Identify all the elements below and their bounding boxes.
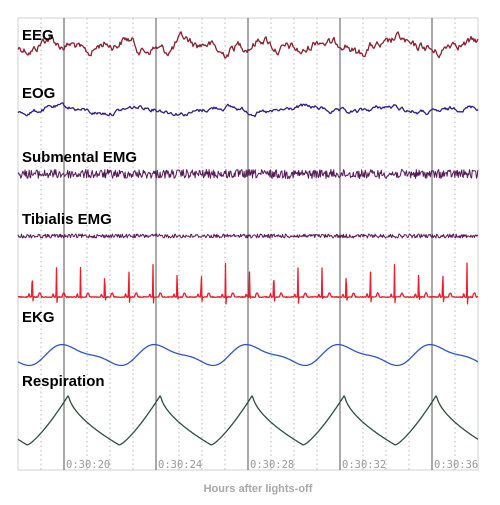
channel-label: Submental EMG xyxy=(22,149,137,166)
channel-label: EEG xyxy=(22,27,54,44)
time-axis: 0:30:20 0:30:24 0:30:28 0:30:32 0:30:36 xyxy=(66,459,478,471)
channel-label: EOG xyxy=(22,85,55,102)
tick-label: 0:30:28 xyxy=(250,459,294,471)
tick-label: 0:30:24 xyxy=(158,459,202,471)
signal-trace xyxy=(17,395,479,446)
x-axis-label: Hours after lights-off xyxy=(204,483,313,495)
grid-lines xyxy=(17,17,479,471)
signal-trace xyxy=(17,343,479,367)
tick-label: 0:30:32 xyxy=(342,459,386,471)
channel-label: EKG xyxy=(22,309,55,326)
channel-label: Respiration xyxy=(22,373,105,390)
signal-trace xyxy=(17,233,479,239)
tick-label: 0:30:36 xyxy=(434,459,478,471)
channel-labels: EEG EOG Submental EMG Tibialis EMG EKG Respir… xyxy=(22,27,137,390)
signal-trace xyxy=(17,262,479,305)
tick-label: 0:30:20 xyxy=(66,459,110,471)
signal-trace xyxy=(17,169,479,179)
signal-trace xyxy=(17,102,479,118)
signal-trace xyxy=(17,31,479,59)
channel-label: Tibialis EMG xyxy=(22,211,112,228)
signal-traces xyxy=(17,31,479,446)
